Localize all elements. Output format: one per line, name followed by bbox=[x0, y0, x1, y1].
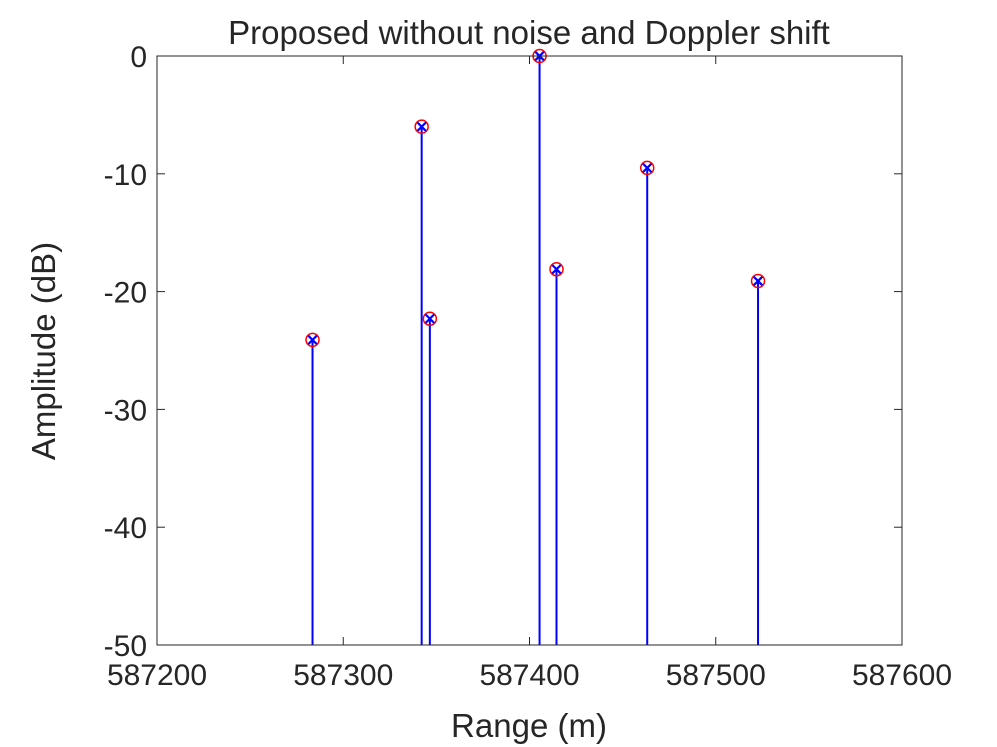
y-tick-label: -50 bbox=[104, 630, 147, 663]
x-marker bbox=[551, 264, 562, 275]
plot-frame bbox=[156, 55, 903, 646]
stems bbox=[311, 56, 760, 645]
circle-marker bbox=[549, 261, 564, 277]
x-tick-label: 587300 bbox=[293, 659, 393, 692]
circle-marker bbox=[639, 160, 655, 176]
y-tick-label: -40 bbox=[104, 512, 147, 545]
y-tick-label: -30 bbox=[104, 394, 147, 427]
y-axis-label: Amplitude (dB) bbox=[25, 242, 62, 460]
x-marker bbox=[416, 121, 427, 132]
circle-marker bbox=[422, 311, 438, 326]
x-tick-label: 587200 bbox=[107, 659, 207, 692]
ticks: 587200 587300 587400 587500 587600 0 -10 -20 -30… bbox=[104, 41, 952, 692]
x-tick-label: 587600 bbox=[852, 659, 952, 692]
y-tick-label: -20 bbox=[104, 277, 147, 310]
circle-marker bbox=[414, 119, 429, 134]
circle-marker bbox=[750, 273, 766, 289]
x-axis-label: Range (m) bbox=[451, 707, 607, 744]
markers bbox=[305, 48, 766, 348]
x-marker bbox=[642, 162, 653, 173]
x-marker bbox=[307, 334, 318, 345]
x-marker bbox=[424, 313, 435, 324]
x-marker bbox=[753, 276, 764, 286]
chart-title: Proposed without noise and Doppler shift bbox=[228, 14, 830, 51]
y-tick-label: -10 bbox=[104, 159, 147, 192]
y-tick-label: 0 bbox=[130, 41, 147, 74]
x-tick-label: 587500 bbox=[666, 659, 766, 692]
x-tick-label: 587400 bbox=[479, 659, 579, 692]
circle-marker bbox=[305, 332, 320, 348]
